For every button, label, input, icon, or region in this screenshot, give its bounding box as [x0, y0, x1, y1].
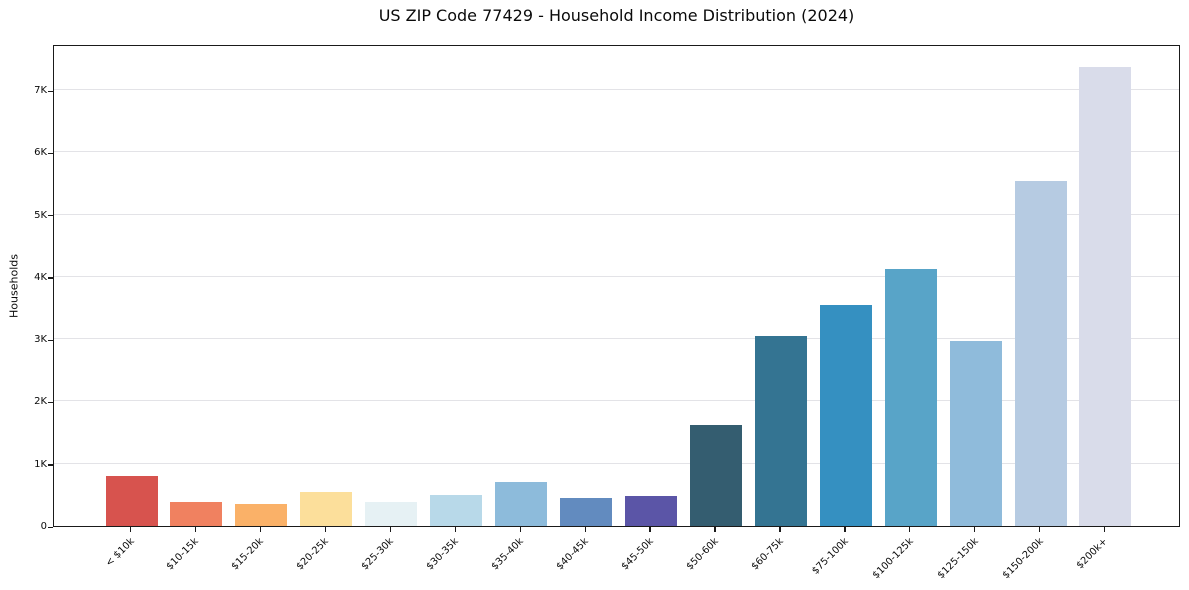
x-tick-mark — [974, 527, 976, 532]
gridline — [54, 338, 1179, 340]
gridline — [54, 275, 1179, 277]
y-tick-mark — [48, 90, 53, 92]
bar — [300, 492, 353, 526]
y-tick-label: 1K — [34, 458, 47, 470]
y-tick-mark — [48, 152, 53, 155]
x-tick-mark — [779, 527, 781, 532]
bar — [235, 503, 288, 526]
x-tick-mark — [130, 527, 132, 532]
bar — [754, 336, 807, 526]
gridline — [54, 151, 1179, 153]
bar — [819, 304, 872, 526]
x-tick-mark — [454, 527, 456, 532]
x-tick-label: < $10k — [103, 536, 137, 570]
bar — [105, 475, 158, 526]
gridline — [54, 89, 1179, 91]
bar — [1014, 180, 1067, 526]
bar — [884, 269, 937, 526]
bar — [560, 497, 612, 526]
bar — [495, 481, 548, 526]
plot-area — [53, 45, 1180, 527]
gridline — [54, 213, 1179, 215]
bar — [949, 341, 1002, 526]
y-tick-label: 4K — [34, 271, 47, 283]
y-tick-label: 2K — [34, 396, 47, 408]
x-tick-mark — [1103, 527, 1106, 532]
x-tick-mark — [714, 527, 716, 532]
y-tick-label: 7K — [34, 85, 47, 97]
y-tick-mark — [48, 339, 53, 341]
y-tick-label: 0 — [40, 521, 47, 532]
bar — [1079, 67, 1132, 526]
x-tick-mark — [519, 527, 521, 532]
x-tick-mark — [324, 527, 327, 532]
bar — [689, 425, 742, 526]
x-tick-mark — [844, 527, 846, 532]
y-tick-mark — [48, 526, 53, 528]
y-axis-label: Households — [7, 254, 21, 318]
chart-title: US ZIP Code 77429 - Household Income Dis… — [378, 6, 855, 25]
y-tick-label: 3K — [34, 334, 47, 346]
y-tick-mark — [48, 215, 53, 217]
y-tick-mark — [48, 277, 53, 279]
y-tick-label: 5K — [34, 209, 47, 221]
x-tick-mark — [909, 527, 911, 532]
gridline — [54, 462, 1179, 464]
bar — [430, 494, 483, 526]
gridline — [54, 400, 1179, 402]
bar — [365, 501, 418, 526]
bar — [170, 501, 223, 526]
y-tick-mark — [48, 464, 53, 466]
y-tick-label: 6K — [34, 147, 47, 159]
x-tick-mark — [649, 527, 651, 532]
x-tick-mark — [259, 527, 262, 532]
y-tick-mark — [48, 401, 53, 404]
x-tick-mark — [194, 527, 197, 532]
x-tick-mark — [584, 527, 586, 532]
bar — [624, 496, 677, 526]
x-tick-mark — [389, 527, 392, 532]
x-tick-mark — [1039, 527, 1041, 532]
